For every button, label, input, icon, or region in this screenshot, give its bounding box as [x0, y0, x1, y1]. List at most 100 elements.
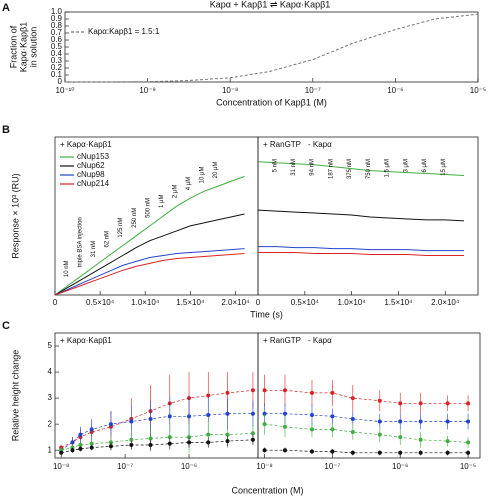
x-tick-label: 10⁻¹⁰ — [56, 86, 75, 95]
y-tick-label: 5 — [48, 341, 53, 350]
x-tick-label: 0 — [53, 298, 58, 307]
concentration-label: 94 nM — [310, 159, 316, 176]
data-point — [225, 439, 230, 444]
data-point — [309, 413, 314, 418]
y-axis-label: Fraction of — [8, 25, 18, 68]
data-point — [445, 439, 450, 444]
y-tick-label: 0.9 — [51, 14, 63, 23]
data-point — [206, 393, 211, 398]
data-point — [330, 390, 335, 395]
concentration-label: 31 nM — [291, 159, 297, 176]
data-point — [282, 448, 287, 453]
x-tick-label: 1.0×10⁴ — [338, 298, 367, 307]
series-line — [264, 423, 469, 443]
data-point — [398, 419, 403, 424]
data-point — [59, 450, 64, 455]
data-point — [225, 390, 230, 395]
data-point — [330, 414, 335, 419]
data-point — [89, 445, 94, 450]
x-tick-label: 10⁻⁶ — [392, 462, 408, 471]
concentration-label: 15 μM — [441, 159, 447, 176]
data-point — [350, 429, 355, 434]
data-point — [350, 416, 355, 421]
y-tick-label: 0.3 — [51, 56, 63, 65]
x-tick-label: 1.5×10⁴ — [384, 298, 413, 307]
x-tick-label: 10⁻⁷ — [305, 86, 321, 95]
data-point — [250, 437, 255, 442]
series-line — [257, 209, 465, 222]
concentration-label: 375 nM — [347, 159, 353, 179]
legend-label: cNup153 — [77, 152, 110, 161]
x-axis-label: Concentration (M) — [231, 485, 303, 495]
data-point — [398, 401, 403, 406]
concentration-label: 10 μM — [199, 167, 205, 184]
concentration-label: 750 nM — [366, 159, 372, 179]
concentration-label: 1 μM — [159, 195, 165, 208]
panel-heading: - Kapα — [308, 336, 332, 345]
data-point — [225, 432, 230, 437]
concentration-label: triple BSA injection — [78, 217, 84, 267]
data-point — [167, 441, 172, 446]
data-point — [78, 432, 83, 437]
series-line — [258, 252, 464, 256]
concentration-label: 1.5 μM — [385, 159, 391, 177]
y-axis-label: in solution — [28, 27, 38, 68]
series-line — [264, 413, 469, 422]
y-tick-label: 0.2 — [51, 63, 63, 72]
y-tick-label: 0.1 — [51, 70, 63, 79]
data-point — [418, 437, 423, 442]
y-tick-label: 0 — [58, 77, 63, 86]
data-point — [309, 427, 314, 432]
concentration-label: 2 μM — [172, 185, 178, 198]
y-tick-label: 1 — [48, 445, 53, 454]
panel-heading: + RanGTP — [263, 140, 301, 149]
data-point — [262, 422, 267, 427]
plot-frame — [64, 11, 479, 83]
data-point — [377, 450, 382, 455]
y-tick-label: 0.4 — [51, 49, 63, 58]
data-point — [206, 440, 211, 445]
data-point — [282, 388, 287, 393]
x-tick-label: 10⁻⁷ — [324, 462, 340, 471]
series-line — [54, 248, 245, 296]
data-point — [466, 419, 471, 424]
data-point — [445, 401, 450, 406]
panel-letter: B — [2, 124, 10, 136]
series-line — [264, 389, 469, 404]
data-point — [309, 390, 314, 395]
legend-label: cNup214 — [77, 179, 110, 188]
concentration-label: 10 nM — [64, 260, 70, 277]
y-tick-label: 0.6 — [51, 35, 63, 44]
panel-heading: - Kapα — [308, 140, 332, 149]
x-axis-label: Time (s) — [250, 309, 283, 319]
x-tick-label: 10⁻⁵ — [470, 86, 486, 95]
x-tick-label: 10⁻⁹ — [139, 86, 156, 95]
data-point — [70, 440, 75, 445]
series-line — [54, 176, 245, 296]
data-point — [108, 422, 113, 427]
y-tick-label: 2 — [48, 419, 53, 428]
panel-letter: A — [2, 2, 10, 14]
y-tick-label: 1.0 — [51, 7, 63, 16]
data-point — [108, 444, 113, 449]
data-point — [206, 432, 211, 437]
data-point — [89, 441, 94, 446]
data-point — [167, 414, 172, 419]
x-tick-label: 0.5×10⁴ — [291, 298, 320, 307]
data-point — [89, 427, 94, 432]
chart-title: Kapα + Kapβ1 ⇌ Kapα·Kapβ1 — [210, 0, 331, 9]
data-point — [70, 448, 75, 453]
legend-label: Kapα:Kapβ1 = 1.5:1 — [88, 27, 160, 36]
data-point — [78, 442, 83, 447]
data-point — [309, 449, 314, 454]
series-line — [258, 246, 464, 252]
data-point — [330, 449, 335, 454]
data-point — [350, 450, 355, 455]
y-tick-label: 0.7 — [51, 28, 63, 37]
series-line — [65, 13, 479, 83]
data-point — [78, 446, 83, 451]
data-point — [206, 413, 211, 418]
data-point — [418, 450, 423, 455]
y-tick-label: 4 — [48, 367, 53, 376]
